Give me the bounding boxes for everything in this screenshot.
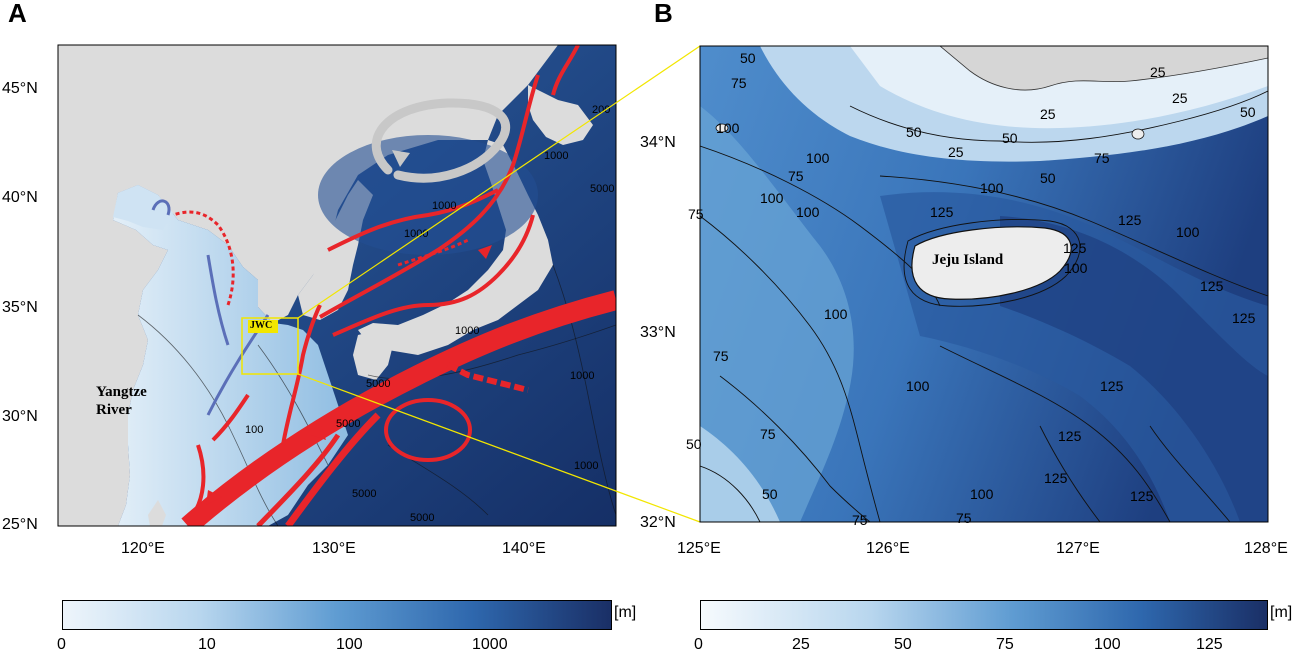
b-contour-label: 25 [948,144,964,160]
b-contour-label: 100 [806,150,830,166]
b-contour-label: 125 [1044,470,1068,486]
a-lat-label: 40°N [2,189,38,206]
a-lon-label: 120°E [121,540,165,557]
b-contour-label: 125 [1200,278,1224,294]
colorbar-a-tick: 1000 [472,636,508,653]
colorbar-a [62,600,612,630]
b-contour-label: 125 [1232,310,1256,326]
b-lat-label: 32°N [640,514,676,531]
b-contour-label: 25 [1172,90,1188,106]
b-contour-label: 75 [1094,150,1110,166]
b-contour-label: 100 [1176,224,1200,240]
b-contour-label: 125 [930,204,954,220]
a-contour-label: 1000 [544,150,569,162]
b-lon-label: 126°E [866,540,910,557]
b-contour-label: 50 [686,436,702,452]
b-contour-label: 25 [1040,106,1056,122]
kuroshio-current [181,290,616,526]
a-contour-label: 1000 [574,460,599,472]
a-lon-label: 140°E [502,540,546,557]
b-contour-label: 50 [762,486,778,502]
b-contour-label: 75 [760,426,776,442]
b-contour-label: 75 [688,206,704,222]
a-contour-label: 1000 [455,325,480,337]
b-contour-label: 100 [824,306,848,322]
b-contour-label: 50 [906,124,922,140]
colorbar-b-tick: 100 [1094,636,1121,653]
b-contour-label: 75 [852,512,868,528]
colorbar-a-unit: [m] [614,604,637,621]
panel-a-letter: A [8,0,27,28]
b-contour-label: 50 [1240,104,1256,120]
a-lon-label: 130°E [312,540,356,557]
korea-south-coast-land [939,46,1268,91]
b-contour-label: 125 [1130,488,1154,504]
a-lat-label: 25°N [2,516,38,533]
colorbar-b-tick: 0 [694,636,703,653]
b-lat-label: 33°N [640,324,676,341]
yangtze-label-1: Yangtze [96,384,147,400]
b-contour-label: 125 [1058,428,1082,444]
a-contour-label: 1000 [570,370,595,382]
b-contour-label: 75 [788,168,804,184]
a-contour-label: 5000 [410,512,435,524]
colorbar-b [700,600,1268,630]
a-contour-label: 5000 [352,488,377,500]
a-lat-label: 45°N [2,80,38,97]
colorbar-b-tick: 125 [1196,636,1223,653]
b-contour-label: 100 [980,180,1004,196]
b-contour-label: 125 [1100,378,1124,394]
b-contour-label: 100 [1064,260,1088,276]
b-contour-label: 50 [1002,130,1018,146]
colorbar-b-tick: 25 [792,636,810,653]
b-lon-label: 128°E [1244,540,1288,557]
a-contour-label: 5000 [590,183,615,195]
b-contour-label: 75 [731,75,747,91]
a-contour-label: 1000 [404,228,429,240]
b-contour-label: 125 [1063,240,1087,256]
b-contour-label: 100 [716,120,740,136]
colorbar-b-tick: 50 [894,636,912,653]
a-contour-label: 1000 [432,200,457,212]
b-contour-label: 125 [1118,212,1142,228]
b-contour-label: 75 [956,510,972,526]
b-lon-label: 125°E [677,540,721,557]
b-contour-label: 75 [713,348,729,364]
colorbar-b-unit: [m] [1270,604,1293,621]
jeju-island-label: Jeju Island [932,252,1004,268]
a-lat-label: 30°N [2,408,38,425]
a-lat-label: 35°N [2,299,38,316]
mainland-land [58,45,558,526]
panel-b-letter: B [654,0,673,28]
a-contour-label: 200 [592,104,611,116]
b-lat-label: 34°N [640,134,676,151]
jwc-label: JWC [250,320,273,331]
jeju-inset-box [241,317,299,375]
colorbar-a-tick: 0 [57,636,66,653]
b-contour-label: 50 [1040,170,1056,186]
b-contour-label: 100 [796,204,820,220]
a-contour-label: 100 [245,424,264,436]
b-contour-label: 25 [1150,64,1166,80]
colorbar-b-tick: 75 [996,636,1014,653]
jeju-island-land [911,226,1072,300]
panel-b-map [699,45,1269,523]
b-contour-label: 50 [740,50,756,66]
b-lon-label: 127°E [1056,540,1100,557]
b-contour-label: 100 [970,486,994,502]
b-contour-label: 100 [906,378,930,394]
a-contour-label: 5000 [366,378,391,390]
colorbar-a-tick: 10 [198,636,216,653]
eddy-loop [384,398,472,462]
gyre-arrow [371,98,511,183]
yangtze-label-2: River [96,402,132,418]
b-contour-label: 100 [760,190,784,206]
a-contour-label: 5000 [336,418,361,430]
colorbar-a-tick: 100 [336,636,363,653]
